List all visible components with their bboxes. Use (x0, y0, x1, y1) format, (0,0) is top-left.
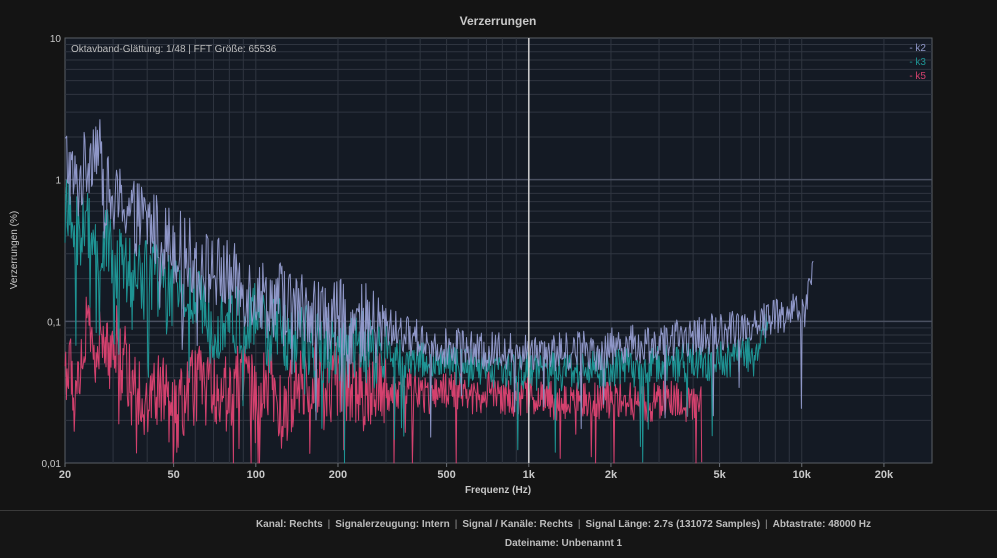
y-tick-label: 0,1 (47, 317, 61, 328)
separator: | (765, 519, 768, 530)
x-tick-label: 5k (713, 469, 726, 481)
chart-title: Verzerrungen (460, 14, 537, 28)
filename-line: Dateiname: Unbenannt 1 (0, 538, 997, 549)
status-footer: Kanal: Rechts | Signalerzeugung: Intern | Si… (0, 510, 997, 558)
status-signal-laenge: Signal Länge: 2.7s (131072 Samples) (585, 519, 761, 530)
y-axis-label: Verzerrungen (%) (9, 211, 20, 289)
y-tick-label: 0,01 (42, 459, 62, 470)
x-tick-label: 10k (793, 469, 812, 481)
x-tick-label: 100 (247, 469, 265, 481)
x-tick-label: 1k (523, 469, 536, 481)
x-tick-label: 200 (329, 469, 347, 481)
y-tick-label: 10 (50, 34, 62, 45)
x-tick-label: 2k (605, 469, 618, 481)
separator: | (577, 519, 581, 530)
legend-item-k5: - k5 (909, 71, 926, 82)
legend: - k2 - k3 - k5 (909, 43, 926, 82)
x-tick-label: 500 (437, 469, 455, 481)
chart-canvas: Verzerrungen 20 50 100 200 500 1k 2k 5k 10k 20k10… (9, 14, 933, 496)
status-dateiname: Dateiname: Unbenannt 1 (504, 538, 623, 549)
axis-ticks: 20 50 100 200 500 1k 2k 5k 10k 20k 10 1 0,1 0,01 (42, 34, 894, 481)
status-line: Kanal: Rechts | Signalerzeugung: Intern | Si… (0, 519, 997, 530)
x-tick-label: 50 (168, 469, 180, 481)
y-tick-label: 1 (55, 176, 61, 187)
legend-item-k3: - k3 (909, 57, 926, 68)
separator: | (454, 519, 458, 530)
series-line-k2 (64, 119, 814, 438)
x-tick-label: 20 (59, 469, 71, 481)
x-axis-label: Frequenz (Hz) (465, 485, 531, 496)
x-tick-label: 20k (875, 469, 894, 481)
chart-annotation: Oktavband-Glättung: 1/48 | FFT Größe: 65… (71, 44, 277, 55)
status-signal-kanaele: Signal / Kanäle: Rechts (462, 519, 573, 530)
status-kanal: Kanal: Rechts (255, 519, 323, 530)
series-lines (64, 119, 814, 464)
series-line-k5 (64, 296, 703, 464)
legend-item-k2: - k2 (909, 43, 926, 54)
separator: | (327, 519, 331, 530)
status-signalerzeugung: Signalerzeugung: Intern (335, 519, 450, 530)
distortion-chart: Verzerrungen 20 50 100 200 500 1k 2k 5k 10k 20k 10… (9, 14, 933, 496)
status-abtastrate: Abtastrate: 48000 Hz (772, 519, 872, 530)
